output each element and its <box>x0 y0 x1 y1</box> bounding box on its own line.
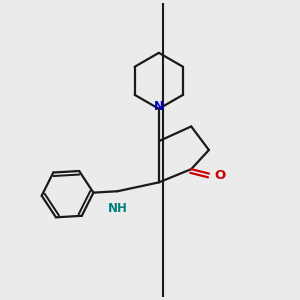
Text: O: O <box>214 169 225 182</box>
Text: N: N <box>154 100 164 113</box>
Text: NH: NH <box>108 202 128 215</box>
